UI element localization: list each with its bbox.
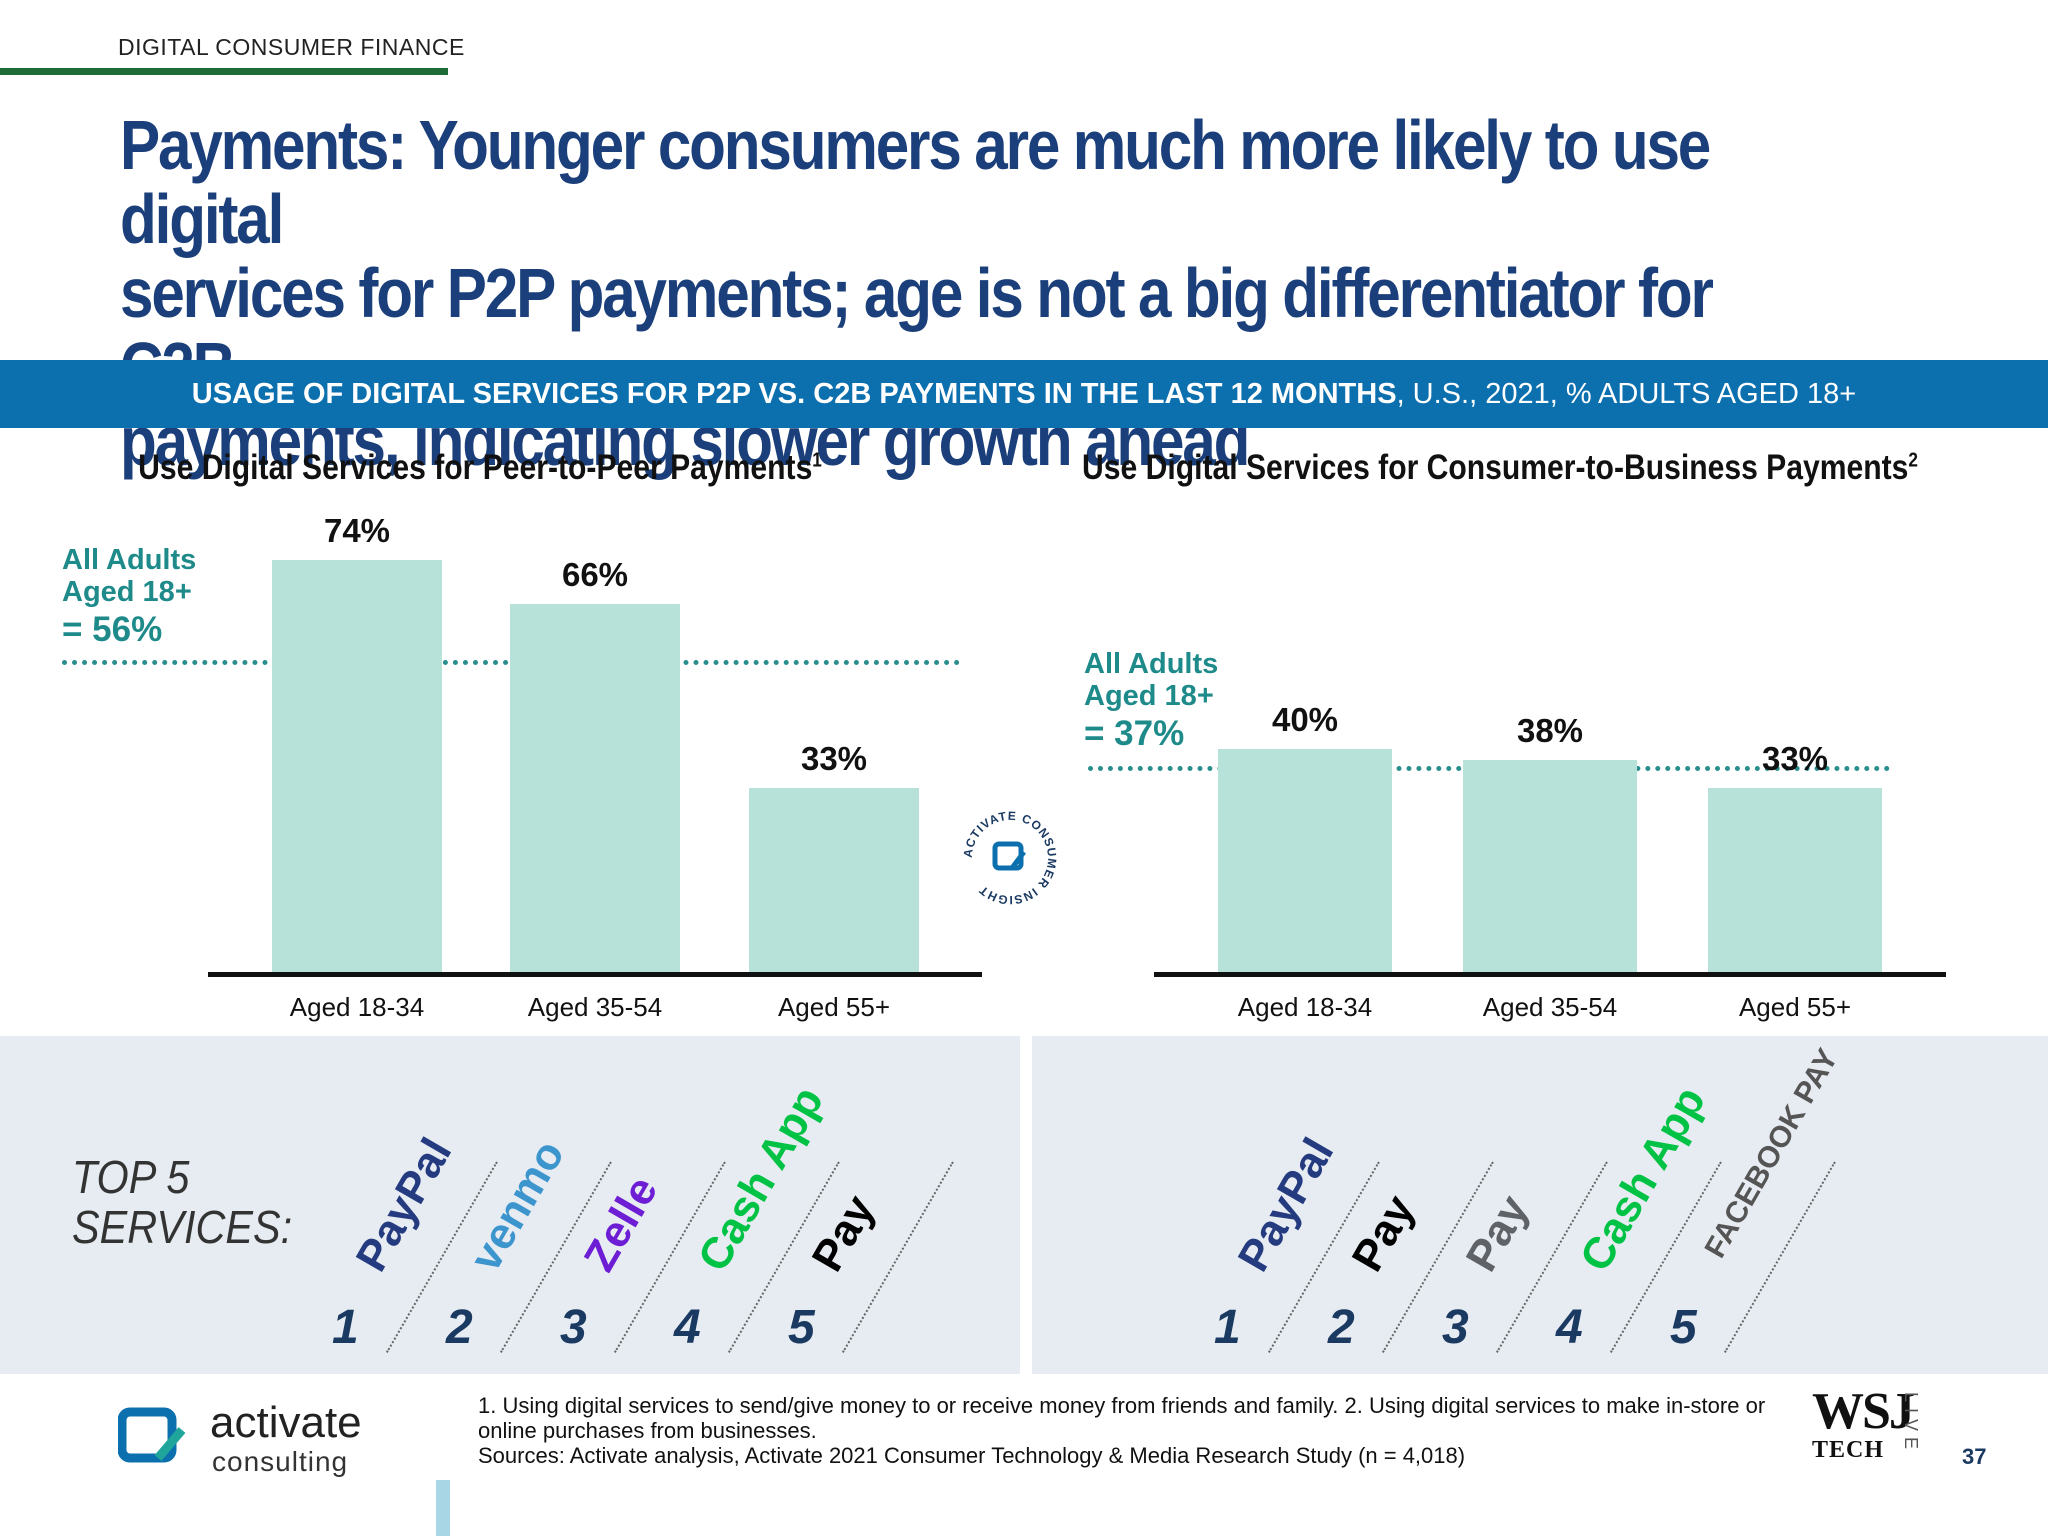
footnote: 1. Using digital services to send/give m… (478, 1393, 1778, 1468)
avg-label-c2b-value: = 37% (1084, 714, 1185, 753)
sources-text: Sources: Activate analysis, Activate 202… (478, 1443, 1466, 1468)
rank-number-p2p-2: 2 (446, 1301, 473, 1354)
bar-0-2 (749, 788, 919, 972)
top5-label: TOP 5 SERVICES: (72, 1152, 292, 1252)
category-label-0-1: Aged 35-54 (527, 992, 663, 1022)
baseline-0 (208, 972, 982, 977)
top5-panel-p2p (0, 1036, 1020, 1374)
avg-label-p2p-value: = 56% (62, 610, 163, 649)
avg-label-p2p-line-1: All Adults (62, 544, 197, 576)
bar-value-label-0-1: 66% (561, 556, 629, 594)
chart-c2b: 40% Aged 18-34 38% Aged 35-54 33% Aged 55+ (1088, 701, 1946, 1022)
avg-label-c2b: All Adults Aged 18+ = 37% (1084, 648, 1219, 753)
bar-1-1 (1463, 760, 1637, 972)
logo-sub: consulting (212, 1446, 349, 1477)
rank-number-p2p-1: 1 (332, 1301, 359, 1354)
banner-bold: USAGE OF DIGITAL SERVICES FOR P2P VS. C2… (191, 377, 1397, 410)
category-label-1-1: Aged 35-54 (1482, 992, 1618, 1022)
bar-value-label-1-2: 33% (1761, 740, 1829, 778)
category-label-1-0: Aged 18-34 (1237, 992, 1373, 1022)
bar-value-label-1-0: 40% (1271, 701, 1339, 739)
rank-number-p2p-3: 3 (560, 1301, 587, 1354)
rank-number-c2b-4: 4 (1556, 1301, 1583, 1354)
baseline-1 (1154, 972, 1946, 977)
chart-title-c2b-sup: 2 (1908, 449, 1918, 472)
chart-banner: USAGE OF DIGITAL SERVICES FOR P2P VS. C2… (0, 360, 2048, 428)
wsj-tech-live-logo: WSJ TECH (1812, 1383, 1915, 1463)
section-rule (0, 68, 448, 75)
wsj-brand: WSJ (1812, 1383, 1915, 1440)
section-label: DIGITAL CONSUMER FINANCE (118, 34, 465, 60)
decorative-bar (436, 1480, 450, 1536)
chart-p2p: 74% Aged 18-34 66% Aged 35-54 33% Aged 55+ (62, 511, 982, 1022)
rank-number-c2b-2: 2 (1328, 1301, 1355, 1354)
rank-number-c2b-5: 5 (1670, 1301, 1697, 1354)
category-label-0-2: Aged 55+ (777, 992, 891, 1022)
footnote-text: 1. Using digital services to send/give m… (478, 1393, 1766, 1443)
chart-title-c2b-text: Use Digital Services for Consumer-to-Bus… (1082, 448, 1909, 487)
logo-name: activate (210, 1398, 362, 1447)
rank-number-p2p-4: 4 (674, 1301, 701, 1354)
avg-label-p2p-line-2: Aged 18+ (62, 576, 192, 608)
banner-rest: , U.S., 2021, % ADULTS AGED 18+ (1396, 377, 1857, 410)
avg-label-p2p: All Adults Aged 18+ = 56% (62, 544, 197, 649)
rank-number-p2p-5: 5 (788, 1301, 815, 1354)
bar-1-2 (1708, 788, 1882, 972)
bar-value-label-0-0: 74% (323, 511, 391, 549)
category-label-1-2: Aged 55+ (1738, 992, 1852, 1022)
rank-number-c2b-3: 3 (1442, 1301, 1469, 1354)
bar-value-label-1-1: 38% (1516, 712, 1584, 750)
chart-title-c2b: Use Digital Services for Consumer-to-Bus… (1070, 448, 1930, 488)
bar-1-0 (1218, 749, 1392, 972)
wsj-live: LIVE (1901, 1392, 1921, 1456)
chart-title-p2p: Use Digital Services for Peer-to-Peer Pa… (136, 448, 824, 488)
page-number: 37 (1962, 1444, 1987, 1469)
headline-line-1: Payments: Younger consumers are much mor… (120, 106, 1711, 258)
category-label-0-0: Aged 18-34 (289, 992, 425, 1022)
top5-panel-c2b (1032, 1036, 2048, 1374)
activate-seal-icon: ACTIVATE CONSUMER INSIGHT (961, 809, 1059, 907)
avg-label-c2b-line-2: Aged 18+ (1084, 680, 1214, 712)
top5-label-line-2: SERVICES: (72, 1201, 293, 1253)
top5-label-line-1: TOP 5 (72, 1151, 190, 1203)
activate-logo-icon (118, 1407, 186, 1463)
rank-number-c2b-1: 1 (1214, 1301, 1241, 1354)
avg-label-c2b-line-1: All Adults (1084, 648, 1219, 680)
bar-0-0 (272, 559, 442, 972)
bar-value-label-0-2: 33% (800, 740, 868, 778)
chart-title-p2p-sup: 1 (812, 449, 822, 472)
wsj-sub: TECH (1812, 1437, 1885, 1463)
chart-title-p2p-text: Use Digital Services for Peer-to-Peer Pa… (138, 448, 813, 487)
bar-0-1 (510, 604, 680, 972)
